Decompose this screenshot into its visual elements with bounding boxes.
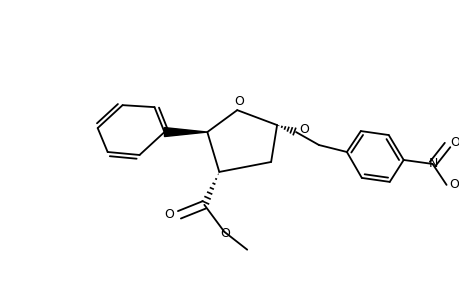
Text: O: O <box>450 136 459 148</box>
Text: O: O <box>298 123 308 136</box>
Text: O: O <box>234 95 244 108</box>
Text: N: N <box>428 158 437 170</box>
Polygon shape <box>164 128 207 136</box>
Text: O: O <box>448 178 459 191</box>
Text: O: O <box>164 208 174 221</box>
Text: O: O <box>220 227 230 240</box>
